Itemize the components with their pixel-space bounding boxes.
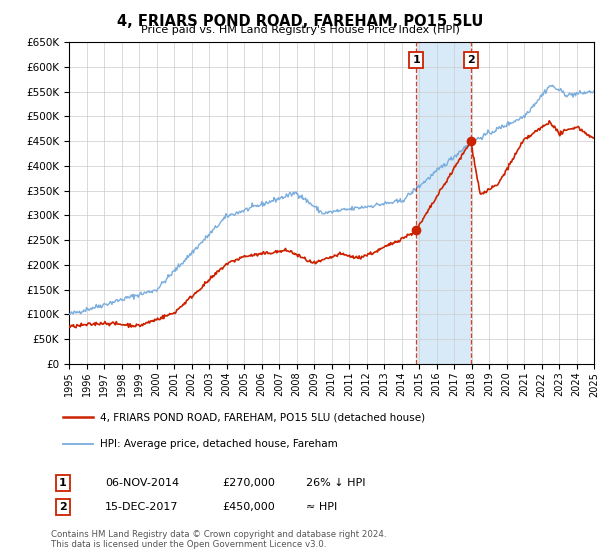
Text: 4, FRIARS POND ROAD, FAREHAM, PO15 5LU: 4, FRIARS POND ROAD, FAREHAM, PO15 5LU (117, 14, 483, 29)
Text: £270,000: £270,000 (222, 478, 275, 488)
Text: 15-DEC-2017: 15-DEC-2017 (105, 502, 179, 512)
Text: 1: 1 (59, 478, 67, 488)
Text: 2: 2 (59, 502, 67, 512)
Text: ≈ HPI: ≈ HPI (306, 502, 337, 512)
Text: HPI: Average price, detached house, Fareham: HPI: Average price, detached house, Fare… (100, 438, 338, 449)
Text: 4, FRIARS POND ROAD, FAREHAM, PO15 5LU (detached house): 4, FRIARS POND ROAD, FAREHAM, PO15 5LU (… (100, 412, 425, 422)
Text: 06-NOV-2014: 06-NOV-2014 (105, 478, 179, 488)
Text: This data is licensed under the Open Government Licence v3.0.: This data is licensed under the Open Gov… (51, 540, 326, 549)
Text: £450,000: £450,000 (222, 502, 275, 512)
Text: 26% ↓ HPI: 26% ↓ HPI (306, 478, 365, 488)
Text: 2: 2 (467, 55, 475, 65)
Text: 1: 1 (413, 55, 420, 65)
Text: Price paid vs. HM Land Registry's House Price Index (HPI): Price paid vs. HM Land Registry's House … (140, 25, 460, 35)
Text: Contains HM Land Registry data © Crown copyright and database right 2024.: Contains HM Land Registry data © Crown c… (51, 530, 386, 539)
